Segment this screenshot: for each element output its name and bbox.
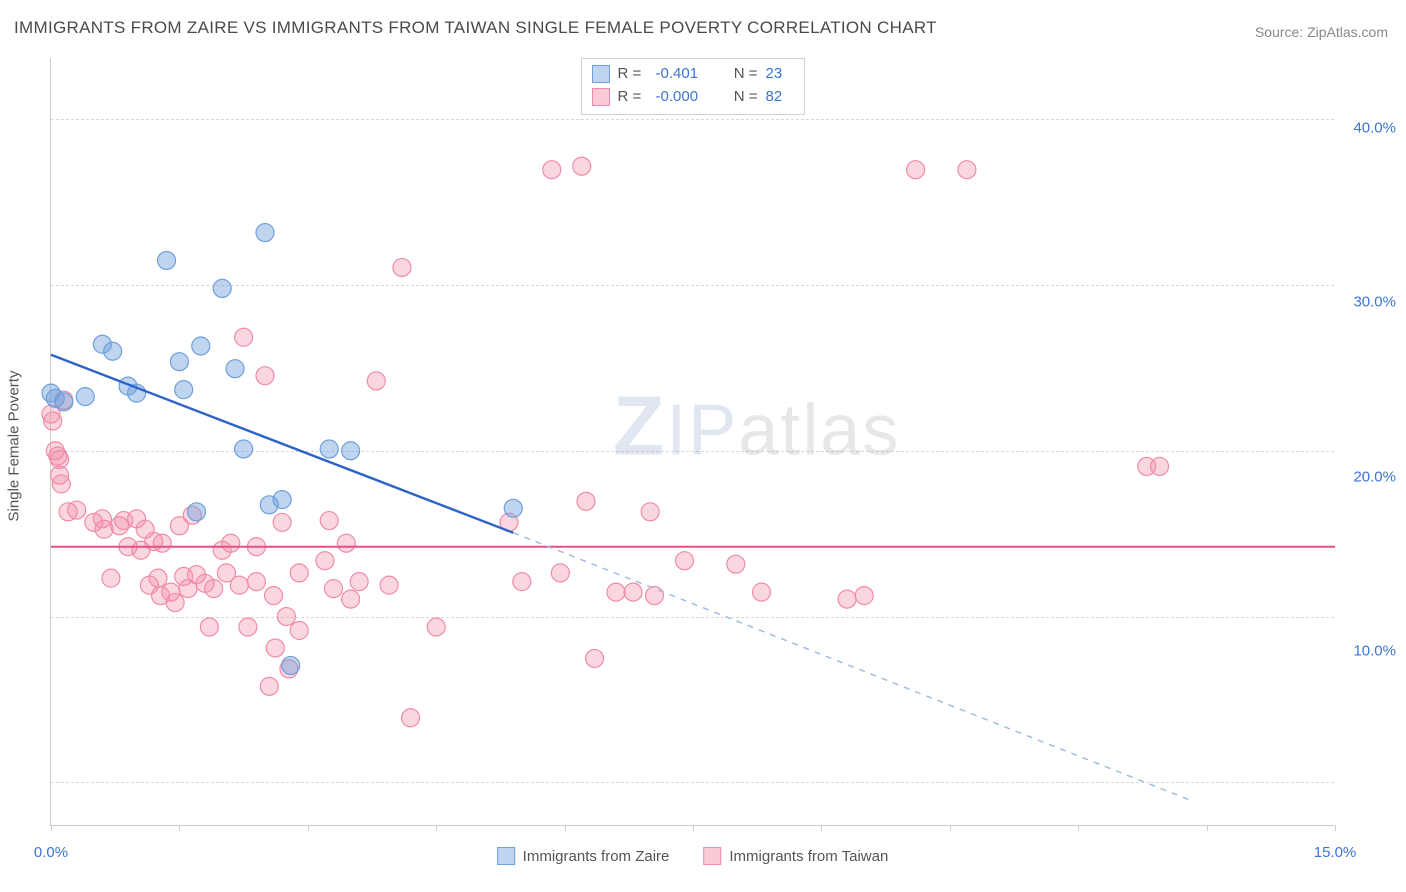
legend-swatch-taiwan [592,88,610,106]
source-prefix: Source: [1255,24,1307,40]
legend-item-zaire: Immigrants from Zaire [497,847,670,865]
legend-item-taiwan: Immigrants from Taiwan [703,847,888,865]
legend-swatch-zaire [592,65,610,83]
series-legend: Immigrants from Zaire Immigrants from Ta… [497,847,889,865]
legend-label-taiwan: Immigrants from Taiwan [729,848,888,865]
source-attribution: Source: ZipAtlas.com [1255,24,1388,40]
chart-container: IMMIGRANTS FROM ZAIRE VS IMMIGRANTS FROM… [0,0,1406,892]
correlation-legend: R = -0.401 N = 23 R = -0.000 N = 82 [581,58,805,115]
chart-title: IMMIGRANTS FROM ZAIRE VS IMMIGRANTS FROM… [14,18,937,38]
x-tick-label-max: 15.0% [1314,844,1357,861]
legend-swatch-taiwan-bottom [703,847,721,865]
regression-lines [51,58,1335,826]
legend-row-taiwan: R = -0.000 N = 82 [592,86,794,109]
source-name: ZipAtlas.com [1307,24,1388,40]
legend-row-zaire: R = -0.401 N = 23 [592,63,794,86]
plot-area: ZIPatlas 10.0%20.0%30.0%40.0% R = -0.401… [50,58,1334,826]
x-tick-label-min: 0.0% [34,844,68,861]
legend-label-zaire: Immigrants from Zaire [523,848,670,865]
legend-swatch-zaire-bottom [497,847,515,865]
y-axis-label: Single Female Poverty [6,371,23,522]
